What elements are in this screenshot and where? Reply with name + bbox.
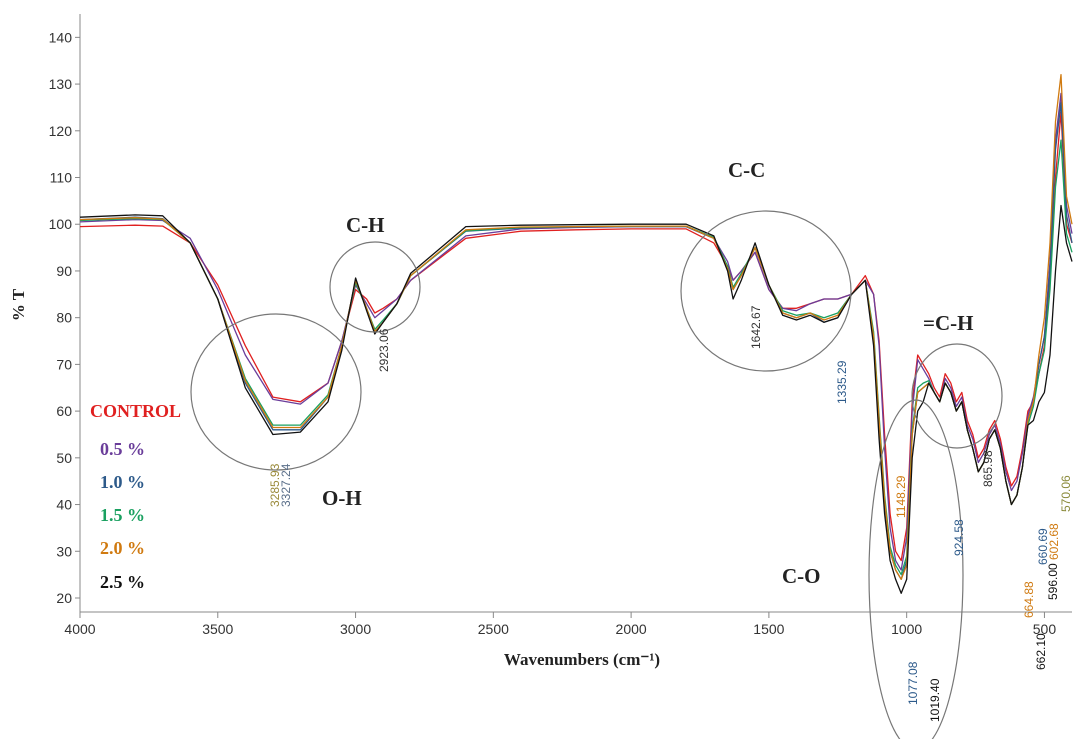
- y-tick-label: 110: [50, 170, 73, 186]
- legend-1-0: 1.0 %: [100, 472, 145, 492]
- ch-circle: [329, 241, 421, 333]
- peak-label: 924.58: [952, 519, 966, 556]
- y-tick-group: 20 30 40 50 60 70 80 90 100 110 120 130 140: [49, 29, 80, 606]
- series-line-2: [79, 102, 1073, 580]
- y-tick-label: 80: [56, 310, 72, 326]
- y-tick-label: 100: [49, 216, 73, 232]
- x-tick-label: 1000: [891, 621, 922, 637]
- co-circle: [868, 399, 964, 739]
- x-tick-label: 3000: [340, 621, 371, 637]
- series-line-3: [79, 139, 1073, 576]
- x-axis-title: Wavenumbers (cm⁻¹): [504, 650, 660, 669]
- eq-ch-circle: [911, 343, 1003, 449]
- legend-control: CONTROL: [90, 401, 181, 421]
- series-line-1: [79, 92, 1073, 571]
- x-tick-group: 4000 3500 3000 2500 2000 1500 1000 500: [64, 612, 1056, 637]
- peak-label: 1335.29: [835, 360, 849, 404]
- x-tick-label: 500: [1033, 621, 1057, 637]
- x-tick-label: 2500: [478, 621, 509, 637]
- group-label-ch: C-H: [346, 213, 385, 237]
- y-tick-label: 40: [56, 497, 72, 513]
- legend-0-5: 0.5 %: [100, 439, 145, 459]
- peak-label: 3327.24: [279, 463, 293, 507]
- legend-1-5: 1.5 %: [100, 505, 145, 525]
- x-tick-label: 2000: [616, 621, 647, 637]
- group-label-cc: C-C: [728, 158, 765, 182]
- peak-label: 570.06: [1059, 475, 1073, 512]
- cc-circle: [680, 210, 852, 372]
- peak-label: 662.10: [1034, 633, 1048, 670]
- y-axis-title: % T: [9, 288, 28, 321]
- legend-2-0: 2.0 %: [100, 538, 145, 558]
- group-label-oh: O-H: [322, 486, 362, 510]
- x-tick-label: 4000: [64, 621, 95, 637]
- y-tick-label: 50: [56, 450, 72, 466]
- series-group: [79, 74, 1073, 594]
- y-tick-label: 30: [56, 543, 72, 559]
- y-tick-label: 90: [56, 263, 72, 279]
- group-label-eq-ch: =C-H: [923, 311, 973, 335]
- y-tick-label: 120: [49, 123, 73, 139]
- peak-label: 602.68: [1047, 523, 1061, 560]
- y-tick-label: 20: [56, 590, 72, 606]
- peak-label: 596.00: [1046, 563, 1060, 600]
- y-tick-label: 140: [49, 29, 73, 45]
- oh-circle: [190, 313, 362, 471]
- peak-label: 660.69: [1036, 528, 1050, 565]
- peak-label: 664.88: [1022, 581, 1036, 618]
- y-tick-label: 130: [49, 76, 73, 92]
- series-line-5: [79, 204, 1073, 594]
- x-tick-label: 1500: [753, 621, 784, 637]
- peak-label: 865.98: [981, 450, 995, 487]
- peak-label: 1148.29: [894, 475, 908, 518]
- group-label-co: C-O: [782, 564, 821, 588]
- peak-label: 1642.67: [749, 305, 763, 349]
- y-tick-label: 70: [56, 356, 72, 372]
- peak-label: 1077.08: [906, 661, 920, 705]
- peak-label: 2923.06: [377, 328, 391, 372]
- y-tick-label: 60: [56, 403, 72, 419]
- peak-label: 3285.93: [268, 463, 282, 507]
- x-tick-label: 3500: [202, 621, 233, 637]
- legend-2-5: 2.5 %: [100, 572, 145, 592]
- peak-label: 1019.40: [928, 678, 942, 722]
